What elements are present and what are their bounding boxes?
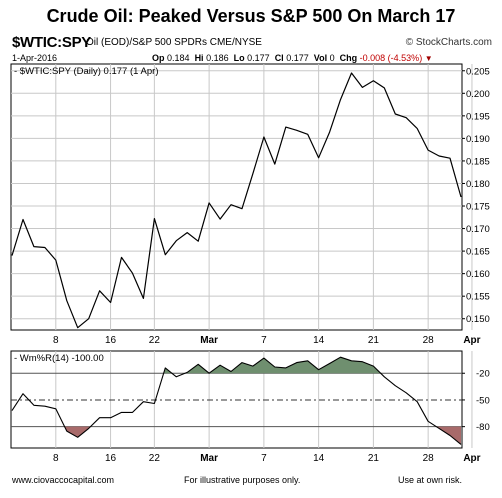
change-label: Chg: [339, 53, 358, 63]
page-title: Crude Oil: Peaked Versus S&P 500 On Marc…: [46, 6, 456, 26]
x-tick-label: Apr: [463, 335, 480, 346]
date-label: 1-Apr-2016: [12, 53, 58, 63]
down-arrow-icon: ▼: [424, 54, 433, 63]
price-series-line: [11, 72, 462, 329]
x-tick-label: 7: [261, 335, 267, 346]
y-tick-label: 0.175: [466, 202, 490, 213]
x-tick-label: 8: [53, 453, 59, 464]
high-label: Hi: [194, 53, 204, 63]
quote-bar: Op 0.184 Hi 0.186 Lo 0.177 Cl 0.177 Vol …: [152, 53, 433, 63]
williams-overbought-fill: [185, 364, 210, 374]
ticker-description: Oil (EOD)/S&P 500 SPDRs CME/NYSE: [86, 37, 262, 48]
y-tick-label: 0.185: [466, 156, 490, 167]
x-tick-label: 21: [368, 335, 380, 346]
open-label: Op: [152, 53, 165, 63]
x-tick-label: 7: [261, 453, 267, 464]
y-tick-label: 0.200: [466, 89, 490, 100]
osc-y-tick-label: -80: [476, 422, 490, 433]
volume-label: Vol: [313, 53, 328, 63]
y-tick-label: 0.195: [466, 111, 490, 122]
footer-risk-note: Use at own risk.: [398, 475, 463, 485]
x-tick-label: 16: [105, 453, 117, 464]
y-tick-label: 0.180: [466, 179, 490, 190]
footer-website: www.ciovaccocapital.com: [12, 475, 115, 485]
y-tick-label: 0.150: [466, 314, 490, 325]
close-label: Cl: [274, 53, 284, 63]
footer-disclaimer: For illustrative purposes only.: [184, 475, 301, 485]
x-tick-label: 28: [423, 453, 435, 464]
x-tick-label: 22: [149, 335, 161, 346]
x-tick-label: 16: [105, 335, 117, 346]
x-tick-label: Mar: [200, 335, 218, 346]
x-tick-label: 8: [53, 335, 59, 346]
y-tick-label: 0.205: [466, 66, 490, 77]
high-value: 0.186: [206, 53, 229, 63]
open-value: 0.184: [167, 53, 190, 63]
williams-oversold-fill: [436, 426, 461, 445]
osc-y-tick-label: -20: [476, 369, 490, 380]
x-tick-label: 14: [313, 335, 325, 346]
williams-overbought-fill: [209, 357, 381, 374]
x-tick-label: 28: [423, 335, 435, 346]
williams-oversold-fill: [64, 426, 91, 438]
x-tick-label: 14: [313, 453, 325, 464]
williams-series-line: [11, 356, 462, 445]
ticker-symbol: $WTIC:SPY: [12, 34, 91, 51]
low-value: 0.177: [247, 53, 270, 63]
price-legend: - $WTIC:SPY (Daily) 0.177 (1 Apr): [14, 66, 158, 77]
x-tick-label: Mar: [200, 453, 218, 464]
low-label: Lo: [233, 53, 245, 63]
change-value: -0.008 (-4.53%): [359, 53, 423, 63]
x-tick-label: 21: [368, 453, 380, 464]
x-tick-label: 22: [149, 453, 161, 464]
y-tick-label: 0.160: [466, 269, 490, 280]
price-panel-frame: [10, 63, 463, 331]
y-tick-label: 0.165: [466, 247, 490, 258]
x-tick-label: Apr: [463, 453, 480, 464]
close-value: 0.177: [286, 53, 309, 63]
y-tick-label: 0.155: [466, 292, 490, 303]
y-tick-label: 0.190: [466, 134, 490, 145]
volume-value: 0: [329, 53, 335, 63]
oscillator-legend: - Wm%R(14) -100.00: [14, 353, 104, 364]
brand-label: © StockCharts.com: [405, 37, 492, 48]
osc-y-tick-label: -50: [476, 395, 490, 406]
y-tick-label: 0.170: [466, 224, 490, 235]
